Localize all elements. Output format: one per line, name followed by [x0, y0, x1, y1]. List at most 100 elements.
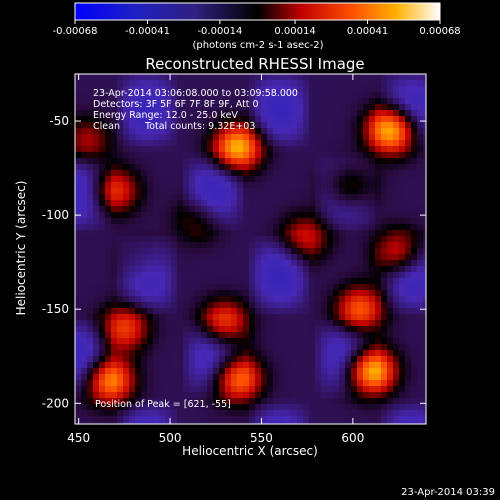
heatmap-cell [309, 404, 316, 411]
heatmap-cell [327, 212, 334, 219]
heatmap-cell [159, 194, 166, 201]
heatmap-cell [303, 386, 310, 393]
heatmap-cell [399, 368, 406, 375]
heatmap-cell [393, 128, 400, 135]
heatmap-cell [129, 74, 136, 81]
heatmap-cell [255, 386, 262, 393]
heatmap-cell [177, 320, 184, 327]
heatmap-cell [153, 260, 160, 267]
heatmap-cell [219, 146, 226, 153]
heatmap-cell [285, 326, 292, 333]
heatmap-cell [231, 254, 238, 261]
heatmap-cell [345, 320, 352, 327]
heatmap-cell [375, 290, 382, 297]
heatmap-cell [171, 242, 178, 249]
heatmap-cell [135, 314, 142, 321]
heatmap-cell [171, 374, 178, 381]
heatmap-cell [303, 410, 310, 417]
heatmap-cell [147, 236, 154, 243]
heatmap-cell [285, 164, 292, 171]
heatmap-cell [207, 200, 214, 207]
heatmap-cell [303, 326, 310, 333]
heatmap-cell [255, 380, 262, 387]
heatmap-cell [81, 152, 88, 159]
heatmap-cell [201, 386, 208, 393]
heatmap-cell [195, 134, 202, 141]
heatmap-cell [405, 260, 412, 267]
heatmap-cell [405, 86, 412, 93]
heatmap-cell [99, 254, 106, 261]
heatmap-cell [207, 422, 214, 425]
heatmap-cell [261, 344, 268, 351]
heatmap-cell [297, 152, 304, 159]
heatmap-cell [207, 314, 214, 321]
heatmap-cell [207, 128, 214, 135]
heatmap-cell [111, 152, 118, 159]
heatmap-cell [117, 290, 124, 297]
heatmap-cell [117, 344, 124, 351]
heatmap-cell [75, 104, 82, 111]
heatmap-cell [375, 224, 382, 231]
heatmap-cell [339, 362, 346, 369]
heatmap-cell [81, 176, 88, 183]
heatmap-cell [177, 404, 184, 411]
heatmap-cell [105, 368, 112, 375]
heatmap-cell [201, 230, 208, 237]
heatmap-cell [297, 134, 304, 141]
heatmap-cell [411, 224, 418, 231]
heatmap-cell [153, 254, 160, 261]
heatmap-cell [141, 332, 148, 339]
heatmap-cell [87, 188, 94, 195]
heatmap-cell [369, 122, 376, 129]
heatmap-cell [105, 284, 112, 291]
heatmap-cell [387, 218, 394, 225]
heatmap-cell [363, 110, 370, 117]
heatmap-cell [255, 320, 262, 327]
heatmap-cell [369, 104, 376, 111]
heatmap-cell [327, 152, 334, 159]
heatmap-cell [309, 206, 316, 213]
heatmap-cell [231, 290, 238, 297]
heatmap-cell [231, 362, 238, 369]
heatmap-cell [411, 176, 418, 183]
heatmap-cell [141, 74, 148, 81]
y-tick-label: -50 [49, 114, 69, 128]
heatmap-cell [231, 200, 238, 207]
heatmap-cell [117, 386, 124, 393]
heatmap-cell [153, 176, 160, 183]
heatmap-cell [309, 134, 316, 141]
heatmap-cell [249, 320, 256, 327]
heatmap-cell [93, 416, 100, 423]
heatmap-cell [243, 116, 250, 123]
heatmap-cell [81, 308, 88, 315]
heatmap-cell [291, 386, 298, 393]
heatmap-cell [177, 110, 184, 117]
heatmap-cell [123, 164, 130, 171]
heatmap-cell [393, 320, 400, 327]
heatmap-cell [387, 188, 394, 195]
heatmap-cell [297, 158, 304, 165]
heatmap-cell [297, 140, 304, 147]
heatmap-cell [339, 170, 346, 177]
heatmap-cell [189, 254, 196, 261]
heatmap-cell [327, 332, 334, 339]
heatmap-cell [153, 404, 160, 411]
heatmap-cell [147, 116, 154, 123]
heatmap-cell [417, 98, 424, 105]
heatmap-cell [279, 158, 286, 165]
heatmap-cell [75, 134, 82, 141]
heatmap-cell [153, 170, 160, 177]
heatmap-cell [393, 212, 400, 219]
heatmap-cell [393, 392, 400, 399]
heatmap-cell [87, 236, 94, 243]
heatmap-cell [357, 206, 364, 213]
heatmap-cell [177, 392, 184, 399]
heatmap-cell [153, 74, 160, 81]
heatmap-cell [147, 248, 154, 255]
heatmap-cell [183, 134, 190, 141]
heatmap-cell [363, 128, 370, 135]
heatmap-cell [375, 296, 382, 303]
heatmap-cell [243, 146, 250, 153]
heatmap-cell [333, 308, 340, 315]
heatmap-cell [423, 404, 427, 411]
